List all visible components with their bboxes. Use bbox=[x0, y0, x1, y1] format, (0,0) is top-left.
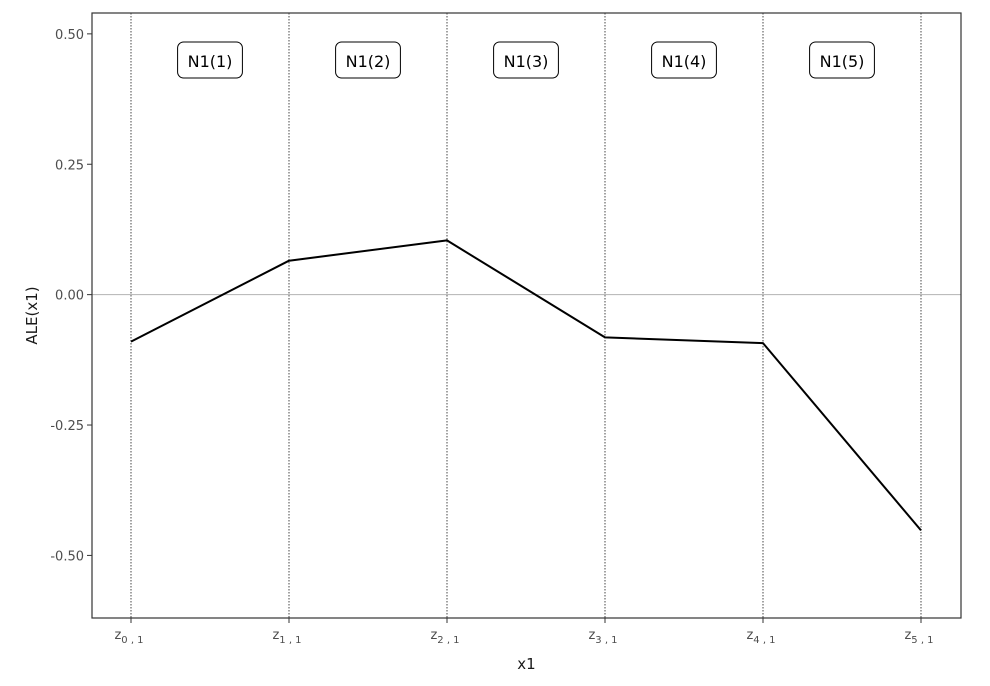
interval-label-text: N1(2) bbox=[346, 52, 391, 71]
interval-boundaries bbox=[130, 13, 922, 618]
interval-label-box bbox=[809, 41, 875, 79]
interval-label-text: N1(5) bbox=[820, 52, 865, 71]
interval-label: N1(5) bbox=[809, 41, 875, 79]
interval-labels: N1(1) N1(2) N1(3) N1(4) N1(5) bbox=[177, 41, 875, 79]
interval-label: N1(3) bbox=[493, 41, 559, 79]
x-tick-label: z5 , 1 bbox=[904, 628, 933, 646]
y-tick-label: 0.25 bbox=[55, 158, 84, 173]
x-tick-label: z2 , 1 bbox=[430, 628, 459, 646]
interval-label: N1(4) bbox=[651, 41, 717, 79]
interval-label-text: N1(4) bbox=[662, 52, 707, 71]
interval-label-text: N1(1) bbox=[188, 52, 233, 71]
x-tick-label: z3 , 1 bbox=[588, 628, 617, 646]
x-tick-label: z0 , 1 bbox=[114, 628, 143, 646]
plot-frame bbox=[91, 12, 962, 619]
series-group bbox=[130, 239, 922, 532]
y-tick-label: 0.50 bbox=[55, 28, 84, 43]
ale-series-line bbox=[130, 239, 922, 532]
interval-label-text: N1(3) bbox=[504, 52, 549, 71]
interval-label: N1(2) bbox=[335, 41, 401, 79]
x-tick-label: z1 , 1 bbox=[272, 628, 301, 646]
y-axis-title: ALE(x1) bbox=[23, 286, 41, 344]
y-tick-label: 0.00 bbox=[55, 289, 84, 304]
y-tick-label: -0.50 bbox=[50, 549, 84, 564]
interval-label: N1(1) bbox=[177, 41, 243, 79]
x-tick-label: z4 , 1 bbox=[746, 628, 775, 646]
y-axis: 0.50 0.25 0.00 -0.25 -0.50 bbox=[50, 28, 92, 564]
y-tick-label: -0.25 bbox=[50, 419, 84, 434]
x-axis: z0 , 1 z1 , 1 z2 , 1 z3 , 1 z4 , 1 z5 , 1 bbox=[114, 618, 934, 646]
interval-label-box bbox=[651, 41, 717, 79]
interval-label-box bbox=[493, 41, 559, 79]
x-axis-title: x1 bbox=[517, 655, 535, 673]
interval-label-box bbox=[177, 41, 243, 79]
interval-label-box bbox=[335, 41, 401, 79]
